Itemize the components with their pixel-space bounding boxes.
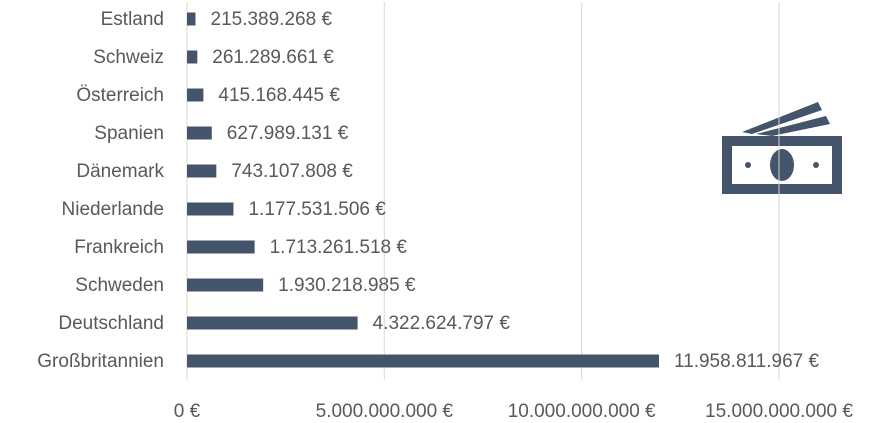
y-tick-label: Großbritannien [37, 351, 164, 372]
data-label: 11.958.811.967 € [674, 351, 820, 372]
bar [187, 278, 264, 292]
x-tick-label: 10.000.000.000 € [508, 401, 656, 422]
y-tick-label: Schweiz [93, 47, 164, 68]
bar [187, 50, 198, 64]
bar [187, 12, 196, 26]
y-tick-label: Frankreich [74, 237, 164, 258]
y-tick-label: Dänemark [76, 161, 164, 182]
data-label: 1.177.531.506 € [248, 199, 386, 220]
y-tick-label: Niederlande [62, 199, 164, 220]
bar [187, 202, 234, 216]
data-label: 1.930.218.985 € [278, 275, 416, 296]
y-tick-label: Deutschland [58, 313, 164, 334]
bar [187, 126, 212, 140]
x-tick-label: 5.000.000.000 € [316, 401, 454, 422]
data-label: 743.107.808 € [231, 161, 353, 182]
data-label: 215.389.268 € [211, 9, 333, 30]
y-tick-label: Estland [101, 9, 164, 30]
x-tick-label: 0 € [174, 401, 201, 422]
data-label: 627.989.131 € [227, 123, 349, 144]
x-tick-label: 15.000.000.000 € [705, 401, 853, 422]
bar [187, 240, 255, 254]
bar [187, 164, 217, 178]
y-tick-label: Schweden [75, 275, 164, 296]
money-icon [722, 102, 842, 194]
y-tick-label: Spanien [94, 123, 164, 144]
bar [187, 354, 659, 368]
data-label: 261.289.661 € [212, 47, 334, 68]
bar [187, 316, 358, 330]
bar [187, 88, 204, 102]
data-label: 415.168.445 € [218, 85, 340, 106]
data-label: 4.322.624.797 € [373, 313, 511, 334]
data-label: 1.713.261.518 € [270, 237, 408, 258]
y-tick-label: Österreich [76, 85, 164, 106]
